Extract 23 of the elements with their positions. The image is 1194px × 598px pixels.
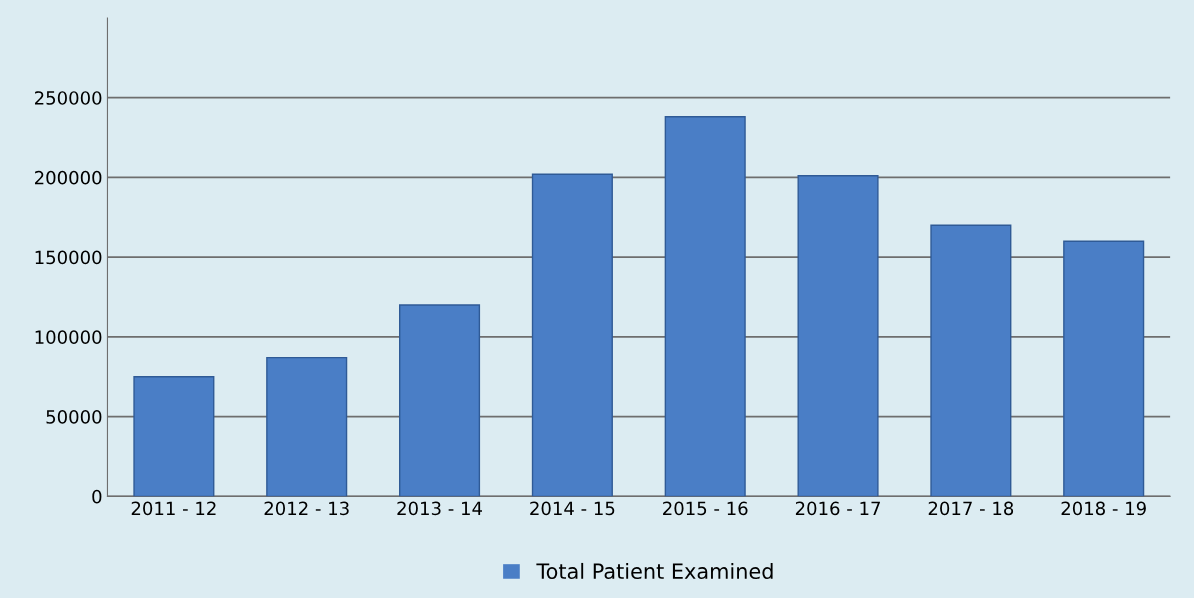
bar xyxy=(664,116,746,497)
y-tick-label: 250000 xyxy=(34,91,102,105)
bar xyxy=(531,173,613,497)
y-tick-label: 50000 xyxy=(46,410,102,424)
x-tick-label: 2015 - 16 xyxy=(663,501,748,516)
x-tick-label: 2017 - 18 xyxy=(928,501,1014,516)
y-tick-label: 200000 xyxy=(34,170,102,185)
y-tick-label: 150000 xyxy=(35,250,102,265)
x-tick-label: 2018 - 19 xyxy=(1061,501,1146,516)
x-tick-label: 2012 - 13 xyxy=(264,501,349,516)
bar xyxy=(797,175,879,497)
x-tick-label: 2013 - 14 xyxy=(397,501,482,516)
bar xyxy=(1063,240,1145,497)
bar xyxy=(398,304,481,497)
x-tick-label: 2016 - 17 xyxy=(795,501,880,516)
legend-label: Total Patient Examined xyxy=(536,562,773,580)
bar xyxy=(930,224,1012,497)
x-tick-label: 2014 - 15 xyxy=(530,501,615,516)
y-tick-label: 0 xyxy=(92,489,102,504)
bar xyxy=(133,376,215,497)
y-tick-label: 100000 xyxy=(35,330,102,344)
x-tick-label: 2011 - 12 xyxy=(131,501,216,516)
bar xyxy=(266,356,348,497)
